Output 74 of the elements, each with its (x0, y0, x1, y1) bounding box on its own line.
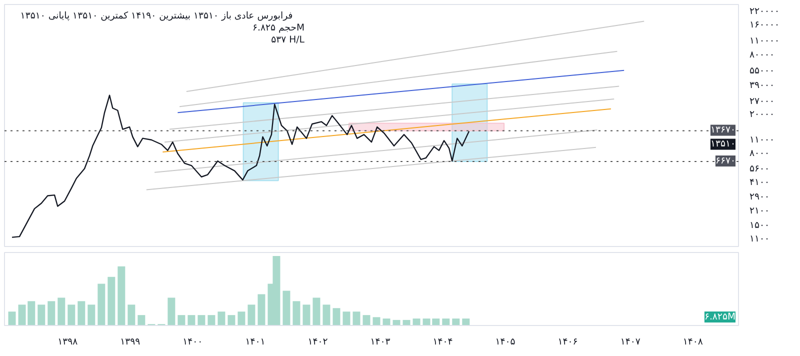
y-tick-label: ۳۹۰۰۰ (750, 80, 775, 92)
x-tick-label: ۱۳۹۸ (58, 336, 78, 348)
bar (302, 304, 310, 326)
bar (88, 304, 96, 326)
annotation: حجم ۶.۸۲۵M (252, 22, 305, 34)
y-tick-label: ۱۱۰۰۰ (750, 134, 775, 146)
y-tick-label: ۲۰۰۰۰ (750, 108, 775, 120)
bar (8, 312, 16, 326)
x-tick-label: ۱۴۰۷ (620, 336, 640, 348)
line-series (11, 94, 470, 238)
bar (188, 315, 196, 326)
ref-line-label: ۶۶۷۰ (715, 155, 736, 166)
annotation: فرابورس عادی باز ۱۳۵۱۰ بیشترین ۱۴۱۹۰ کمترین ۱۳۵۱۰ پایانی ۱۳۵۱۰ (20, 10, 293, 22)
bar (178, 315, 186, 326)
x-tick-label: ۱۴۰۵ (495, 336, 516, 348)
bar (98, 284, 106, 326)
y-tick-label: ۸۰۰۰ (750, 148, 770, 160)
bar (248, 304, 256, 326)
x-tick-label: ۱۳۹۹ (120, 336, 140, 348)
y-tick-label: ۱۵۰۰ (750, 220, 770, 232)
x-tick-label: ۱۴۰۲ (308, 336, 328, 348)
y-tick-label: ۲۷۰۰۰ (750, 96, 775, 107)
bar (352, 312, 360, 326)
bar (312, 298, 320, 326)
bar (128, 304, 136, 326)
bar (442, 318, 450, 326)
y-tick-label: ۱۱۰۰۰۰ (750, 36, 780, 47)
y-tick-label: ۲۲۰۰۰۰ (750, 6, 780, 17)
bar (332, 308, 340, 326)
bar (38, 304, 46, 326)
bar (452, 318, 460, 326)
y-tick-label: ۵۵۰۰۰ (750, 65, 775, 76)
bar (218, 312, 226, 326)
bar (342, 312, 350, 326)
y-tick-label: ۸۰۰۰۰ (750, 49, 775, 60)
bar (382, 318, 390, 326)
y-tick-label: ۵۶۰۰ (750, 163, 770, 174)
bar (372, 317, 380, 326)
y-tick-label: ۱۶۰۰۰۰ (750, 20, 780, 31)
ref-line-label: ۱۳۶۷۰ (710, 124, 736, 136)
x-tick-label: ۱۴۰۶ (558, 336, 578, 348)
y-tick-label: ۱۱۰۰ (750, 233, 770, 244)
x-tick-label: ۱۴۰۱ (245, 336, 266, 348)
bar (48, 301, 56, 326)
x-tick-label: ۱۴۰۰ (182, 336, 203, 348)
bar (168, 298, 176, 326)
bar (292, 301, 300, 326)
bar (228, 315, 236, 326)
bar (68, 304, 76, 326)
y-tick-label: ۲۱۰۰ (750, 206, 770, 217)
bar (322, 304, 330, 326)
bar (198, 315, 206, 326)
bar (138, 315, 146, 326)
bar (282, 290, 290, 326)
y-tick-label: ۲۹۰۰ (750, 192, 770, 203)
bar (58, 298, 66, 326)
annotation: ۵۳۷ H/L (271, 34, 306, 46)
bar (208, 315, 216, 326)
bar (258, 294, 266, 326)
bar (238, 312, 246, 326)
bar (362, 315, 370, 326)
bar (78, 301, 86, 326)
x-tick-label: ۱۴۰۴ (432, 336, 453, 348)
x-tick-label: ۱۴۰۸ (682, 336, 703, 348)
x-tick-label: ۱۴۰۳ (370, 336, 390, 348)
bar (108, 276, 116, 326)
bar (392, 320, 400, 326)
annotation: ۱۳۵۱۰ (710, 138, 736, 150)
annotation: ۶.۸۲۵M (704, 312, 736, 322)
y-tick-label: ۴۱۰۰ (750, 176, 770, 188)
bar (462, 318, 470, 326)
bar (412, 318, 420, 326)
bar (118, 266, 126, 326)
bar (402, 320, 410, 326)
